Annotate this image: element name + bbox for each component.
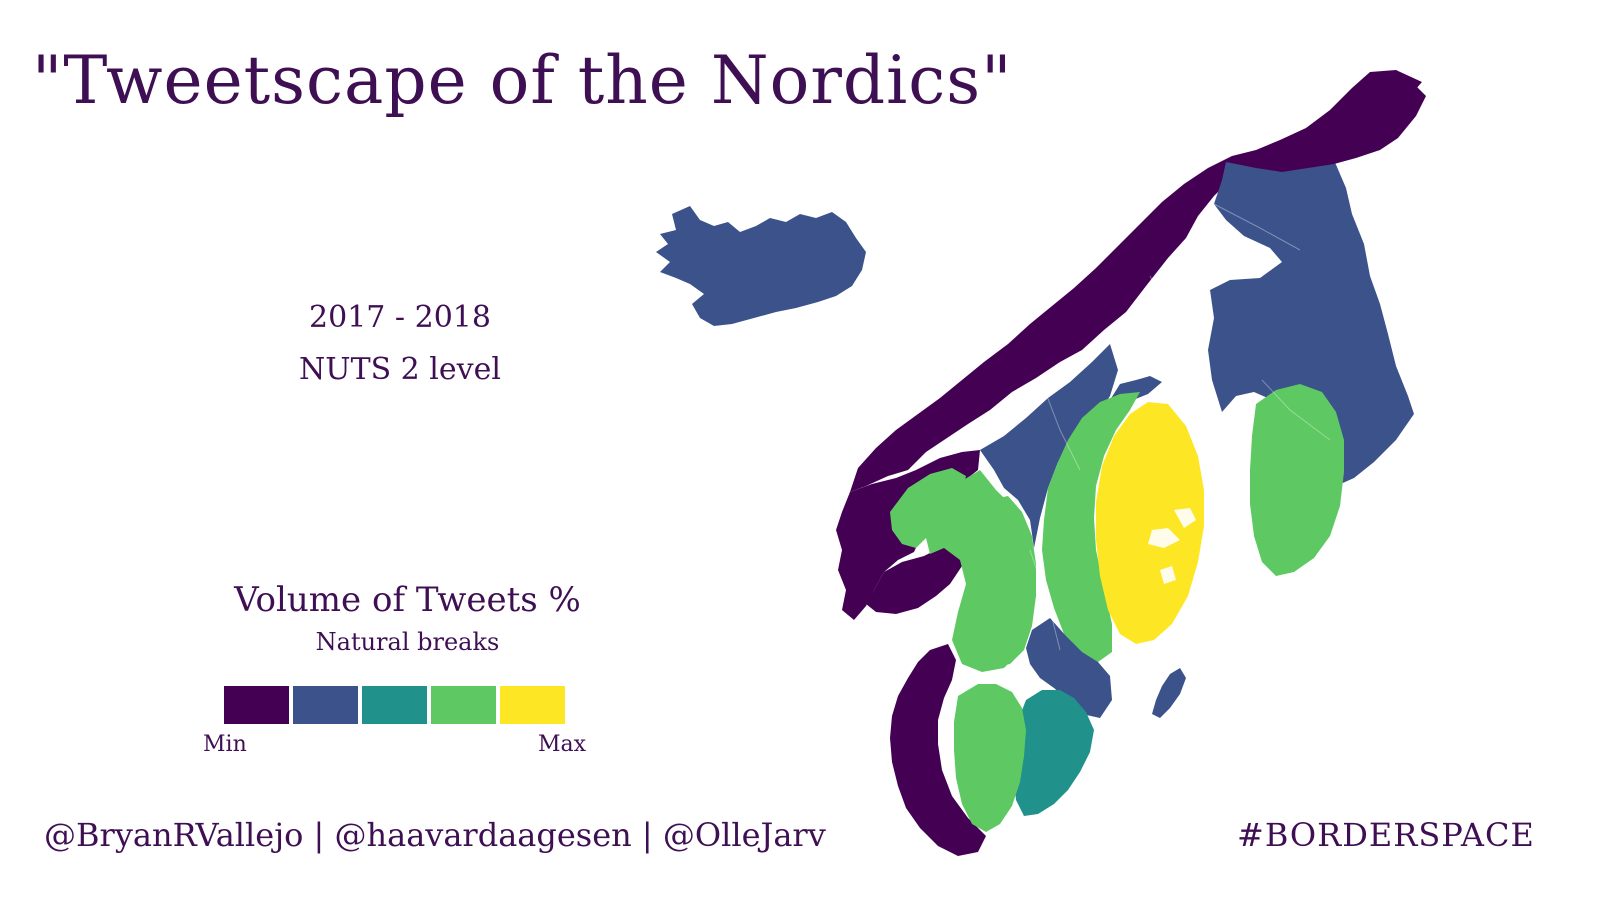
legend-swatch-2	[293, 686, 358, 724]
region-sweden-east	[1026, 618, 1112, 718]
region-denmark	[890, 644, 986, 856]
legend-max-label: Max	[538, 732, 587, 757]
region-helsinki	[1250, 384, 1344, 576]
legend-swatch-5	[500, 686, 565, 724]
region-boundaries	[1029, 203, 1331, 651]
region-norway-north	[850, 70, 1422, 492]
region-finland-north	[1226, 82, 1426, 172]
region-finland-east	[1214, 280, 1330, 386]
map-title: "Tweetscape of the Nordics"	[32, 42, 1013, 119]
region-norway-south	[866, 546, 962, 614]
region-norway-mid	[980, 344, 1118, 548]
legend-swatch-3	[362, 686, 427, 724]
legend-title: Volume of Tweets %	[234, 580, 581, 620]
region-oslo	[890, 468, 966, 548]
hashtag-label: #BORDERSPACE	[1237, 816, 1535, 854]
region-gotland	[1152, 668, 1186, 718]
region-sweden-middle-north	[1042, 392, 1140, 662]
region-stockholm	[1096, 402, 1204, 644]
legend-min-label: Min	[203, 732, 247, 757]
region-sweden-west	[964, 496, 1036, 668]
lake-features	[1148, 440, 1208, 584]
period-label: 2017 - 2018	[309, 300, 491, 335]
region-denmark-capital	[954, 684, 1026, 832]
author-credits: @BryanRVallejo | @haavardaagesen | @Olle…	[44, 816, 826, 854]
region-iceland	[656, 206, 866, 326]
legend-subtitle: Natural breaks	[315, 628, 500, 656]
legend-swatch-4	[431, 686, 496, 724]
legend-swatch-1	[224, 686, 289, 724]
region-sweden-south	[1014, 690, 1094, 816]
nuts-level-label: NUTS 2 level	[299, 352, 501, 387]
